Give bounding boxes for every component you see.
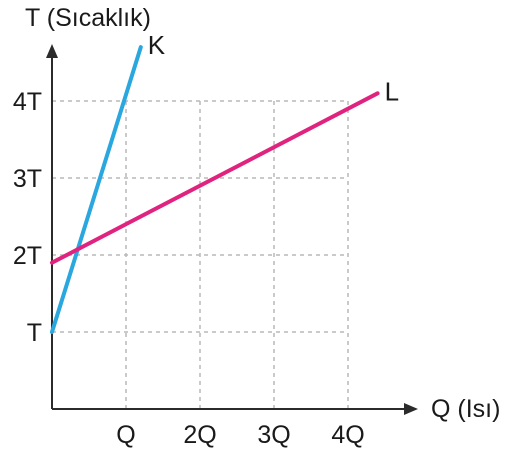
y-tick-label-0: T bbox=[27, 319, 42, 347]
series: KL bbox=[50, 30, 399, 334]
series-line-k bbox=[50, 45, 143, 334]
x-tick-label-1: 2Q bbox=[183, 421, 216, 449]
tick-labels: Q 2Q 3Q 4Q T 2T 3T 4T bbox=[13, 88, 365, 449]
y-axis-arrow-icon bbox=[46, 44, 58, 58]
series-label-k: K bbox=[148, 30, 166, 60]
series-label-l: L bbox=[385, 76, 399, 106]
axes bbox=[46, 44, 418, 415]
y-tick-label-2: 3T bbox=[13, 165, 42, 193]
x-axis-title: Q (Isı) bbox=[431, 395, 500, 423]
series-line-l bbox=[50, 91, 380, 265]
x-axis-arrow-icon bbox=[404, 403, 418, 415]
x-tick-label-2: 3Q bbox=[257, 421, 290, 449]
grid bbox=[52, 100, 349, 409]
y-tick-label-1: 2T bbox=[13, 242, 42, 270]
x-tick-label-3: 4Q bbox=[331, 421, 364, 449]
x-tick-label-0: Q bbox=[116, 421, 135, 449]
y-tick-label-3: 4T bbox=[13, 88, 42, 116]
y-axis-title: T (Sıcaklık) bbox=[25, 4, 151, 32]
